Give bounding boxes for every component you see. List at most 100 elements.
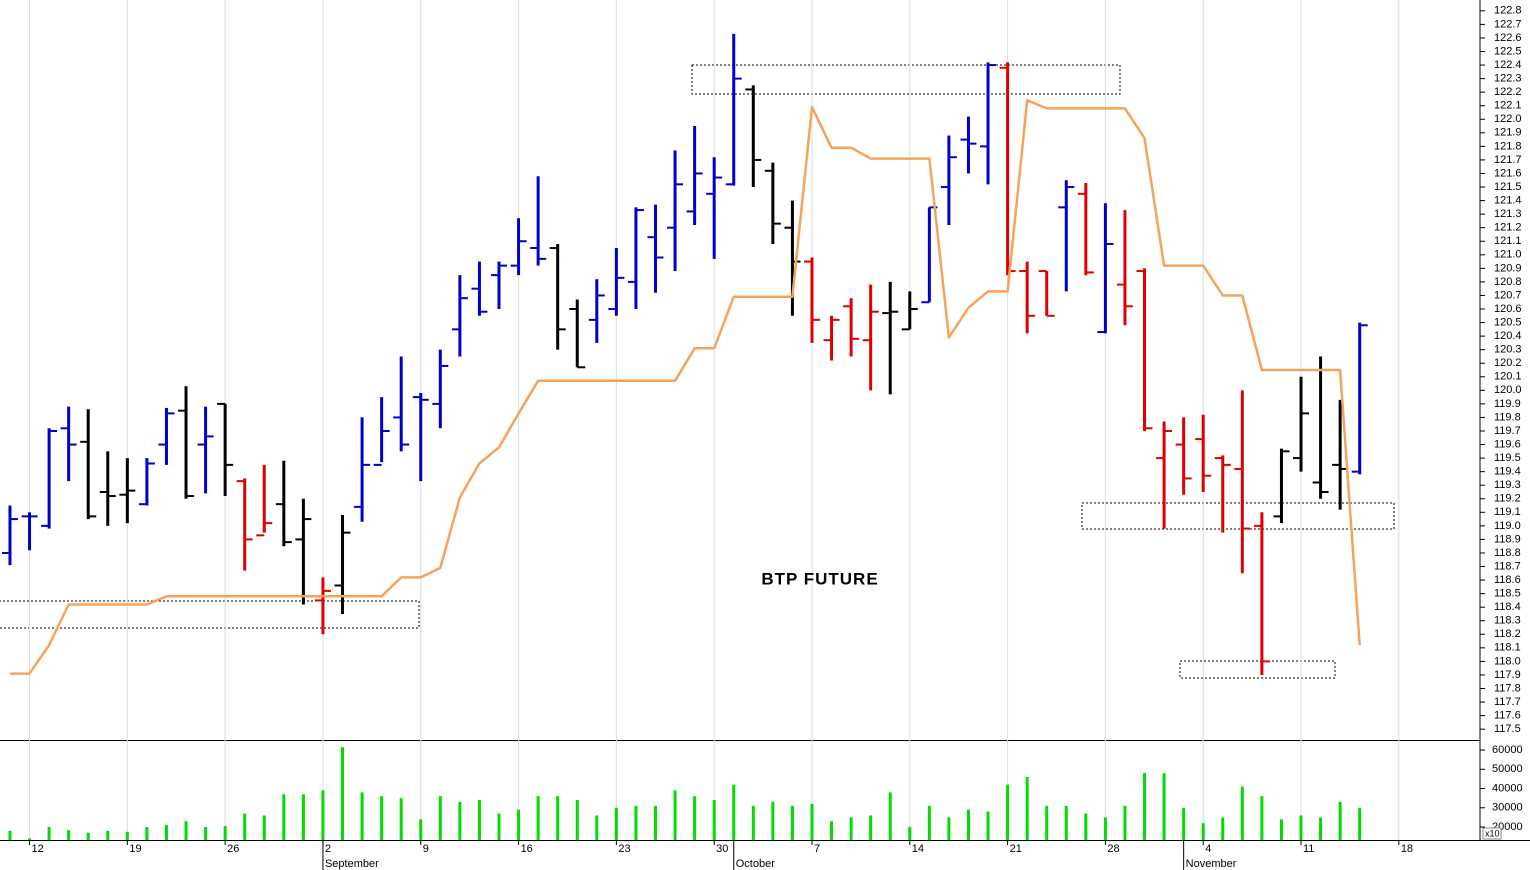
volume-bar [869, 815, 873, 840]
volume-bar [1103, 817, 1107, 840]
y-tick-label: 117.9 [1494, 669, 1521, 681]
volume-bar [517, 809, 521, 840]
x-tick-label: 12 [32, 843, 44, 855]
y-tick-label: 121.0 [1494, 249, 1522, 261]
y-tick-label: 122.8 [1494, 5, 1522, 17]
y-tick-label: 122.0 [1494, 113, 1522, 125]
y-tick-label: 119.4 [1494, 466, 1521, 478]
x-tick-label: 30 [716, 843, 728, 855]
volume-bar [1006, 784, 1010, 840]
x-tick-label: 9 [423, 843, 429, 855]
volume-bar [243, 813, 247, 840]
volume-bar [595, 815, 599, 840]
y-tick-label: 117.8 [1494, 682, 1521, 694]
volume-bar [1319, 817, 1323, 840]
x-tick-label: 14 [912, 843, 924, 855]
y-tick-label: 121.8 [1494, 140, 1522, 152]
volume-bar [67, 829, 71, 840]
volume-bar [986, 811, 990, 840]
volume-bar [164, 825, 168, 840]
y-tick-label: 122.7 [1494, 18, 1522, 30]
y-tick-label: 120.8 [1494, 276, 1522, 288]
marks [1, 33, 1368, 840]
volume-bar [86, 832, 90, 840]
y-tick-label: 40000 [1492, 782, 1523, 794]
y-tick-label: 119.8 [1494, 411, 1521, 423]
volume-bar [653, 805, 657, 840]
volume-bar [341, 747, 345, 840]
volume-bar [1182, 807, 1186, 840]
x-tick-label: 23 [618, 843, 630, 855]
y-tick-label: 117.5 [1494, 723, 1521, 735]
note-box [1482, 827, 1502, 840]
volume-bar [751, 805, 755, 840]
y-tick-label: 118.6 [1494, 574, 1521, 586]
volume-bar [712, 800, 716, 840]
y-tick-label: 121.3 [1494, 208, 1522, 220]
y-tick-label: 122.4 [1494, 59, 1522, 71]
y-tick-label: 121.9 [1494, 127, 1522, 139]
volume-bar [830, 821, 834, 840]
x-tick-label: 11 [1303, 843, 1314, 855]
x-tick-label: 4 [1205, 843, 1211, 855]
volume-bar [966, 809, 970, 840]
volume-bar [1143, 773, 1147, 840]
y-tick-label: 121.7 [1494, 154, 1522, 166]
volume-bar [888, 792, 892, 840]
volume-bar [927, 805, 931, 840]
volume-bar [634, 805, 638, 840]
x-tick-label: 18 [1401, 843, 1413, 855]
volume-bar [184, 821, 188, 840]
x-tick-label: 16 [521, 843, 533, 855]
y-tick-label: 119.0 [1494, 520, 1521, 532]
x-tick-label: 7 [814, 843, 820, 855]
range-box [1081, 502, 1395, 530]
y-tick-label: 118.9 [1494, 533, 1521, 545]
volume-bar [790, 805, 794, 840]
y-tick-label: 118.8 [1494, 547, 1521, 559]
range-box [691, 64, 1121, 95]
y-tick-label: 121.1 [1494, 235, 1522, 247]
y-tick-label: 122.2 [1494, 86, 1522, 98]
volume-bar [849, 817, 853, 840]
volume-bar [1025, 776, 1029, 840]
y-tick-label: 121.6 [1494, 167, 1522, 179]
volume-bar [1084, 813, 1088, 840]
x-tick-label: 19 [129, 843, 141, 855]
y-tick-label: 118.4 [1494, 601, 1521, 613]
y-tick-label: 120.5 [1494, 316, 1522, 328]
indicator-line [10, 99, 1361, 675]
y-tick-label: 122.5 [1494, 45, 1522, 57]
volume-bar [282, 794, 286, 840]
volume-bar [262, 815, 266, 840]
volume-bar [1064, 805, 1068, 840]
range-box [0, 600, 420, 629]
y-tick-label: 118.5 [1494, 588, 1521, 600]
y-tick-label: 119.7 [1494, 425, 1521, 437]
volume-bar [145, 827, 149, 840]
y-tick-label: 120.1 [1494, 371, 1522, 383]
month-label: September [325, 858, 379, 870]
volume-bar [125, 831, 129, 840]
y-tick-label: 50000 [1492, 763, 1523, 775]
volume-bar [106, 830, 110, 840]
volume-bar [1260, 796, 1264, 840]
month-label: October [736, 858, 775, 870]
y-tick-label: 119.3 [1494, 479, 1521, 491]
y-tick-label: 120.9 [1494, 262, 1522, 274]
range-box [1179, 660, 1336, 679]
y-tick-label: 120.4 [1494, 330, 1522, 342]
y-tick-label: 122.6 [1494, 32, 1522, 44]
y-tick-label: 120.3 [1494, 344, 1522, 356]
y-tick-label: 119.6 [1494, 438, 1521, 450]
x-tick-label: 28 [1107, 843, 1119, 855]
volume-bar [673, 790, 677, 840]
volume-bar [1045, 805, 1049, 840]
volume-bar [223, 826, 227, 840]
volume-bar [301, 794, 305, 840]
volume-bar [1123, 805, 1127, 840]
volume-bar [693, 796, 697, 840]
volume-bar [8, 830, 12, 840]
volume-bar [399, 798, 403, 840]
